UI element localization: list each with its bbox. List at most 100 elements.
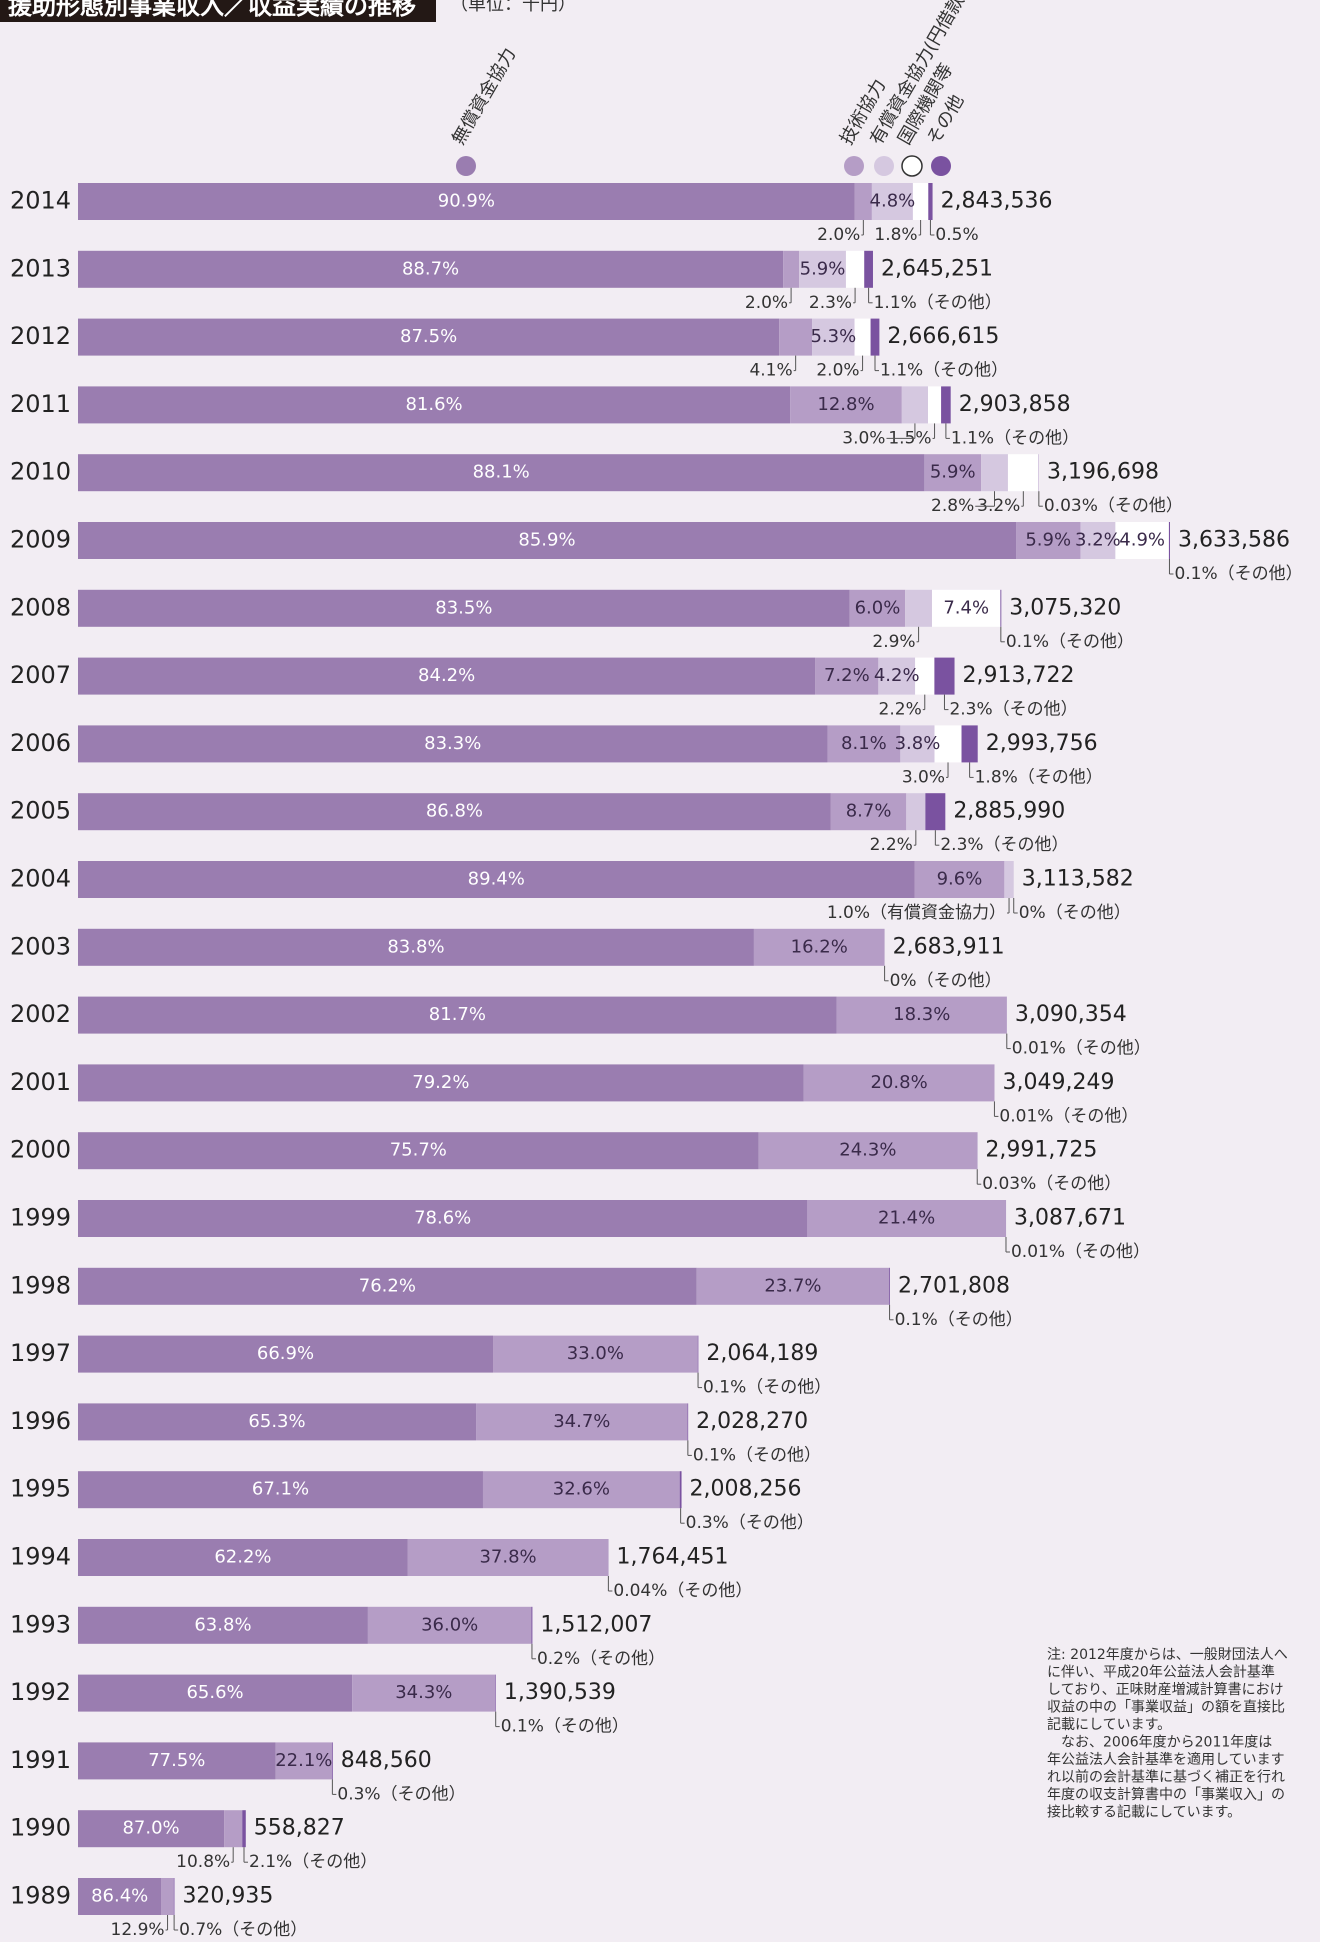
y-tick-label: 1989 <box>10 1882 71 1910</box>
bar-segment <box>352 1674 496 1712</box>
bar-segment <box>78 589 850 627</box>
bar-segment <box>679 1471 682 1509</box>
bar-segment <box>928 386 942 424</box>
total-label: 2,666,615 <box>887 324 999 349</box>
data-label: 24.3% <box>839 1140 896 1161</box>
data-label: 76.2% <box>359 1275 416 1296</box>
bar-segment <box>758 1132 978 1170</box>
data-label: 0.01%（その他） <box>1011 1242 1150 1262</box>
data-label: 5.9% <box>930 462 976 483</box>
data-label: 2.0% <box>817 225 860 245</box>
bar-segment <box>931 589 1001 627</box>
data-label: 32.6% <box>553 1479 610 1500</box>
data-label: 16.2% <box>791 936 848 957</box>
bar-segment <box>78 1335 494 1373</box>
y-tick-label: 1994 <box>10 1543 71 1571</box>
legend-swatch <box>456 156 476 176</box>
data-label: 88.1% <box>473 462 530 483</box>
data-label: 6.0% <box>855 597 901 618</box>
data-label: 0.3%（その他） <box>337 1784 465 1804</box>
bar-segment <box>915 657 935 695</box>
bar-segment <box>799 250 846 288</box>
y-tick-label: 1998 <box>10 1271 71 1299</box>
bar-segment <box>845 250 865 288</box>
bar-segment <box>697 1335 699 1373</box>
data-label: 37.8% <box>479 1547 536 1568</box>
y-tick-label: 1996 <box>10 1407 71 1435</box>
bar-segment <box>242 1810 246 1848</box>
data-label: 3.0% <box>902 767 945 787</box>
y-tick-label: 2009 <box>10 526 71 554</box>
bar-segment <box>815 657 879 695</box>
data-label: 0.1%（その他） <box>1174 564 1302 584</box>
legend-label: 無償資金協力 <box>448 44 520 148</box>
total-label: 3,049,249 <box>1002 1070 1114 1095</box>
note-line: しており、正味財産増減計算書におけ <box>1047 1681 1284 1698</box>
data-label: 81.6% <box>405 394 462 415</box>
data-label: 2.3%（その他） <box>949 700 1077 720</box>
data-label: 89.4% <box>468 869 525 890</box>
bar-segment <box>1004 861 1014 898</box>
data-label: 0.3%（その他） <box>686 1513 814 1533</box>
data-label: 88.7% <box>402 258 459 279</box>
bar-segment <box>78 793 831 831</box>
bar-segment <box>878 657 916 695</box>
total-label: 3,090,354 <box>1015 1002 1127 1027</box>
data-label: 85.9% <box>518 530 575 551</box>
data-label: 2.2% <box>879 700 922 720</box>
total-label: 3,087,671 <box>1014 1206 1126 1231</box>
bar-segment <box>803 1064 995 1102</box>
data-label: 23.7% <box>764 1275 821 1296</box>
data-label: 87.0% <box>122 1818 179 1839</box>
bar-segment <box>78 1403 477 1441</box>
bar-segment <box>1115 522 1169 559</box>
note-line: 接比較する記載にしています。 <box>1047 1804 1241 1821</box>
total-label: 2,885,990 <box>953 799 1065 824</box>
bar-segment <box>941 386 951 424</box>
bar-segment <box>78 318 780 356</box>
data-label: 0.5% <box>935 225 978 245</box>
bar-segment <box>78 1742 276 1780</box>
bar-segment <box>870 318 880 356</box>
note-line: れ以前の会計基準に基づく補正を行れ <box>1047 1769 1285 1786</box>
total-label: 2,913,722 <box>963 663 1075 688</box>
bar-segment <box>827 725 901 763</box>
y-tick-label: 2000 <box>10 1136 71 1164</box>
y-tick-label: 1997 <box>10 1339 71 1367</box>
note-line: に伴い、平成20年公益法人会計基準 <box>1047 1664 1275 1681</box>
bar-segment <box>78 183 855 220</box>
bar-segment <box>1168 522 1170 559</box>
bar-segment <box>836 996 1007 1034</box>
bar-segment <box>78 1810 225 1848</box>
bar-segment <box>1080 522 1116 559</box>
bar-segment <box>78 454 925 492</box>
total-label: 2,683,911 <box>893 934 1005 959</box>
bar-segment <box>331 1742 333 1780</box>
total-label: 3,113,582 <box>1022 867 1134 892</box>
data-label: 0.03%（その他） <box>982 1174 1121 1194</box>
y-tick-label: 2014 <box>10 187 71 215</box>
y-tick-label: 1991 <box>10 1746 71 1774</box>
bar-segment <box>914 861 1005 898</box>
bar-segment <box>161 1878 174 1915</box>
bar-segment <box>934 657 955 695</box>
data-label: 12.8% <box>817 394 874 415</box>
data-label: 2.1%（その他） <box>249 1852 377 1872</box>
legend-swatch <box>844 156 864 176</box>
bar-segment <box>1007 454 1039 492</box>
data-label: 1.8% <box>874 225 917 245</box>
legend-swatch <box>931 156 951 176</box>
bar-segment <box>928 183 933 220</box>
data-label: 86.8% <box>426 801 483 822</box>
bar-segment <box>696 1267 890 1305</box>
data-label: 0.1%（その他） <box>703 1378 831 1398</box>
data-label: 7.4% <box>943 597 989 618</box>
total-label: 2,645,251 <box>881 256 993 281</box>
total-label: 2,843,536 <box>941 189 1053 214</box>
data-label: 86.4% <box>91 1886 148 1907</box>
data-label: 33.0% <box>567 1343 624 1364</box>
data-label: 21.4% <box>878 1208 935 1229</box>
y-tick-label: 2012 <box>10 322 71 350</box>
data-label: 3.8% <box>895 733 941 754</box>
